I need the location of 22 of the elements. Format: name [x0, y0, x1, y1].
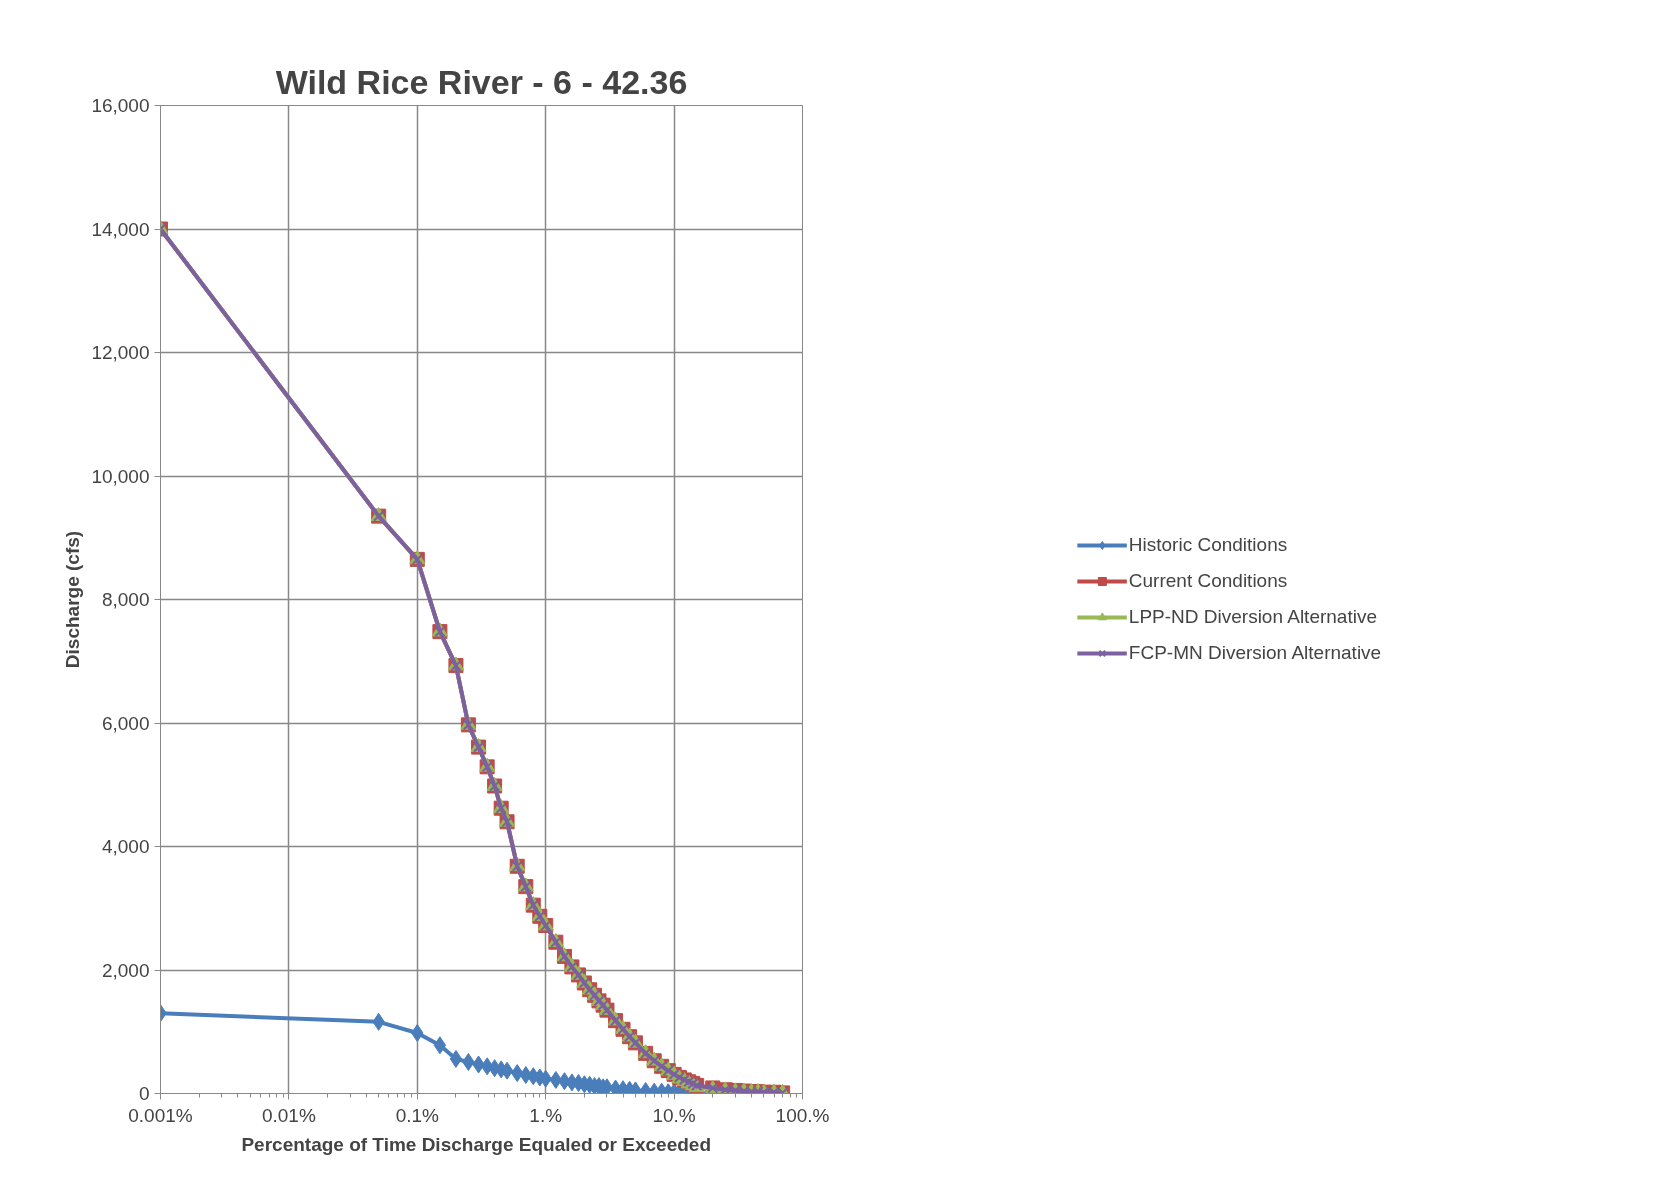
y-tick-label: 14,000 [91, 218, 150, 240]
legend-label: Current Conditions [1128, 570, 1288, 592]
x-tick-label: 0.01% [261, 1104, 316, 1126]
y-tick-label: 2,000 [101, 959, 150, 981]
x-tick-label: 10.% [652, 1104, 696, 1126]
y-tick-label: 12,000 [91, 342, 150, 363]
x-tick-label: 1.% [529, 1104, 563, 1126]
y-axis-title: Discharge (cfs) [62, 530, 84, 669]
y-tick-label: 4,000 [101, 836, 150, 857]
legend-label: Historic Conditions [1128, 534, 1288, 556]
x-tick-label: 100.% [775, 1104, 830, 1126]
legend-label: FCP-MN Diversion Alternative [1128, 642, 1382, 664]
y-tick-label: 8,000 [101, 589, 150, 610]
x-tick-label: 0.1% [395, 1104, 440, 1126]
x-tick-label: 0.001% [128, 1104, 193, 1126]
y-tick-label: 6,000 [101, 712, 150, 734]
chart-title: Wild Rice River - 6 - 42.36 [275, 62, 688, 101]
y-tick-label: 16,000 [91, 95, 150, 116]
y-tick-label: 10,000 [91, 465, 150, 487]
legend-label: LPP-ND Diversion Alternative [1128, 606, 1377, 628]
x-axis-title: Percentage of Time Discharge Equaled or Exceeded [241, 1133, 711, 1155]
y-tick-label: 0 [138, 1083, 150, 1104]
